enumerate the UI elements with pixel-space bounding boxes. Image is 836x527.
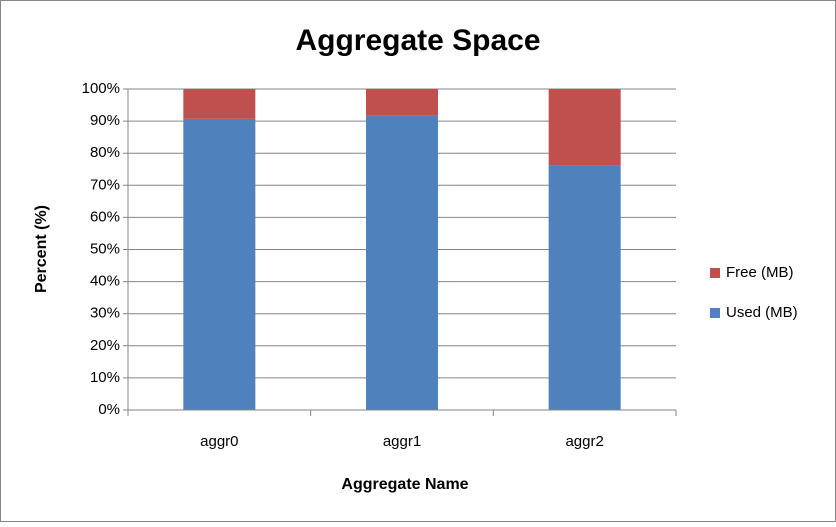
- bar-segment: [366, 89, 438, 116]
- bar-segment: [183, 89, 256, 119]
- x-tick-label: aggr1: [383, 433, 421, 450]
- legend-label: Free (MB): [726, 264, 794, 281]
- y-tick-label: 80%: [90, 144, 120, 161]
- bar-segment: [548, 89, 621, 166]
- y-tick-label: 100%: [82, 80, 120, 97]
- x-axis-label: Aggregate Name: [341, 476, 468, 493]
- bar-segment: [366, 115, 438, 410]
- bar-segment: [548, 165, 621, 410]
- y-tick-label: 10%: [90, 369, 120, 386]
- y-tick-label: 70%: [90, 176, 120, 193]
- bar-segment: [183, 118, 256, 410]
- legend-swatch: [710, 308, 720, 318]
- y-tick-label: 20%: [90, 337, 120, 354]
- y-tick-label: 30%: [90, 305, 120, 322]
- legend-label: Used (MB): [726, 304, 798, 321]
- y-tick-label: 60%: [90, 208, 120, 225]
- y-axis-label: Percent (%): [33, 205, 50, 293]
- x-tick-label: aggr0: [200, 433, 238, 450]
- x-tick-label: aggr2: [565, 433, 603, 450]
- legend-swatch: [710, 268, 720, 278]
- y-tick-label: 40%: [90, 273, 120, 290]
- y-tick-label: 50%: [90, 240, 120, 257]
- chart-title: Aggregate Space: [295, 24, 540, 57]
- y-tick-label: 0%: [98, 401, 120, 418]
- y-tick-label: 90%: [90, 112, 120, 129]
